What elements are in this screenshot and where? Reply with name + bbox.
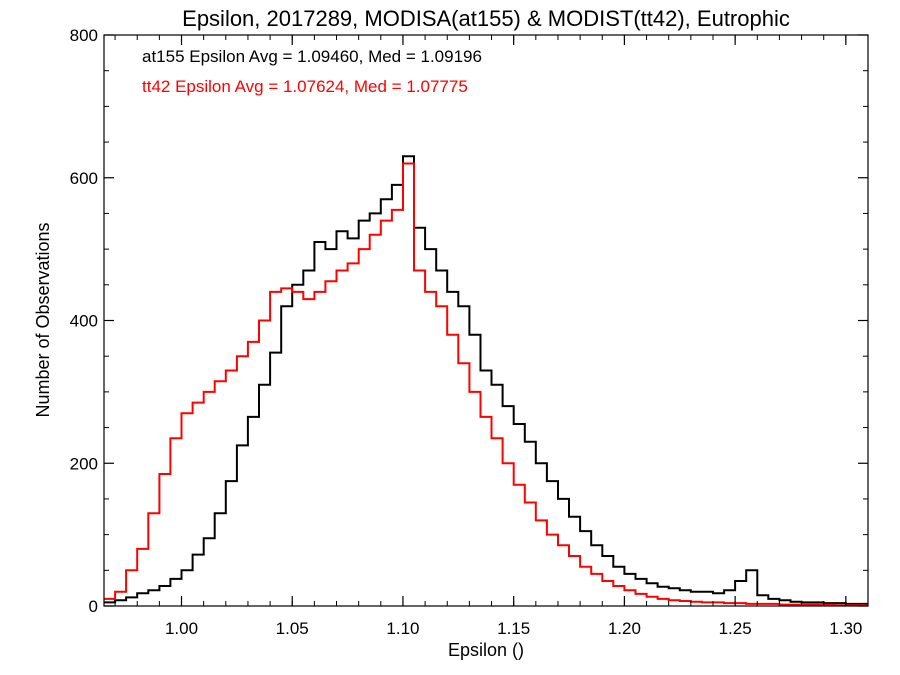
- annotation-at155-stats: at155 Epsilon Avg = 1.09460, Med = 1.091…: [142, 47, 482, 66]
- y-tick-label: 0: [89, 597, 98, 616]
- series-line-0: [104, 155, 868, 605]
- annotation-tt42-stats: tt42 Epsilon Avg = 1.07624, Med = 1.0777…: [142, 77, 468, 96]
- x-axis-ticks: 1.00 1.05 1.10 1.15 1.20 1.25 1.30: [114, 35, 869, 638]
- x-tick-label: 1.25: [719, 619, 752, 638]
- x-tick-label: 1.00: [165, 619, 198, 638]
- y-tick-label: 400: [70, 312, 98, 331]
- x-axis-label: Epsilon (): [448, 640, 524, 660]
- y-axis-label: Number of Observations: [33, 222, 53, 417]
- y-tick-label: 200: [70, 454, 98, 473]
- x-tick-label: 1.05: [276, 619, 309, 638]
- x-tick-label: 1.30: [829, 619, 862, 638]
- x-tick-label: 1.20: [608, 619, 641, 638]
- x-tick-label: 1.15: [497, 619, 530, 638]
- chart-title: Epsilon, 2017289, MODISA(at155) & MODIST…: [182, 6, 790, 31]
- y-tick-label: 600: [70, 169, 98, 188]
- y-tick-label: 800: [70, 26, 98, 45]
- x-tick-label: 1.10: [386, 619, 419, 638]
- y-axis-ticks: 0 200 400 600 800: [70, 26, 868, 616]
